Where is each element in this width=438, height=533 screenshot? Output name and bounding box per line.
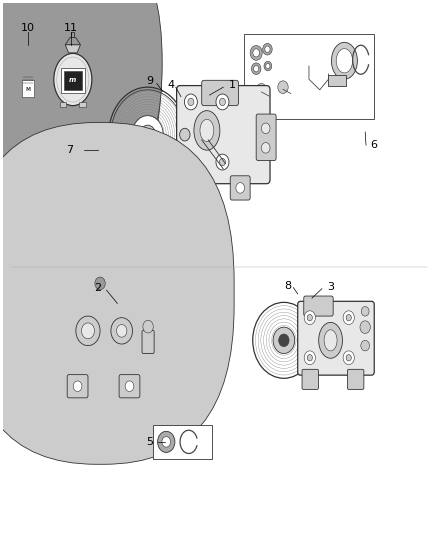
Circle shape [264,61,272,71]
Polygon shape [65,45,81,53]
Bar [244,35,374,119]
Circle shape [307,314,312,321]
Circle shape [273,327,295,353]
Text: 2: 2 [94,282,102,293]
Circle shape [256,84,267,96]
Circle shape [188,183,197,193]
Circle shape [216,154,229,170]
Circle shape [188,98,194,106]
FancyBboxPatch shape [304,296,333,316]
Circle shape [188,158,194,166]
Circle shape [360,321,371,334]
Bar [153,425,212,459]
Circle shape [95,277,105,290]
FancyBboxPatch shape [298,301,374,375]
Bar [328,75,346,86]
Circle shape [143,320,153,333]
Text: 3: 3 [327,281,334,292]
FancyBboxPatch shape [302,369,318,390]
Circle shape [162,437,170,447]
Circle shape [140,125,155,144]
Ellipse shape [200,119,214,141]
Circle shape [254,66,259,72]
Circle shape [361,341,370,351]
FancyBboxPatch shape [67,375,88,398]
Circle shape [304,311,315,325]
FancyBboxPatch shape [177,86,270,184]
Ellipse shape [332,42,357,79]
Circle shape [261,142,270,153]
Ellipse shape [324,330,337,351]
Polygon shape [65,37,81,45]
Circle shape [184,154,198,170]
FancyBboxPatch shape [202,80,238,106]
Bar [21,80,34,98]
Circle shape [76,316,100,345]
Circle shape [279,334,289,346]
Circle shape [253,49,260,57]
FancyBboxPatch shape [64,296,149,382]
Bar [60,102,66,107]
Circle shape [261,123,270,134]
Ellipse shape [54,53,92,106]
Circle shape [17,321,45,354]
FancyBboxPatch shape [183,176,202,200]
Circle shape [250,45,262,60]
Ellipse shape [336,49,353,73]
Circle shape [236,183,244,193]
Text: 5: 5 [146,437,153,447]
Text: 8: 8 [284,281,291,291]
Circle shape [117,325,127,337]
Circle shape [184,94,198,110]
Bar [64,71,82,90]
Bar [79,102,86,107]
FancyBboxPatch shape [119,375,140,398]
Text: 1: 1 [229,79,236,90]
Bar [61,68,85,93]
FancyBboxPatch shape [0,0,161,234]
Text: 10: 10 [21,23,35,33]
Circle shape [125,381,134,392]
Circle shape [111,318,133,344]
Circle shape [343,351,354,365]
Circle shape [343,311,354,325]
Circle shape [180,128,190,141]
Circle shape [263,43,272,55]
FancyBboxPatch shape [18,74,37,109]
Circle shape [361,306,369,316]
Circle shape [73,381,82,392]
FancyBboxPatch shape [0,0,162,223]
Circle shape [346,314,351,321]
FancyBboxPatch shape [230,176,250,200]
Circle shape [216,94,229,110]
Circle shape [219,98,226,106]
Circle shape [132,116,163,154]
Circle shape [219,158,226,166]
Circle shape [145,131,151,139]
Text: M: M [25,87,30,92]
Text: 7: 7 [66,146,74,156]
Circle shape [251,63,261,75]
FancyBboxPatch shape [256,114,276,160]
FancyBboxPatch shape [0,123,234,464]
Circle shape [307,354,312,361]
Circle shape [158,431,175,453]
Ellipse shape [319,322,343,358]
Bar [71,31,74,37]
FancyBboxPatch shape [142,330,154,353]
Ellipse shape [194,111,220,150]
Circle shape [265,46,270,52]
Text: 6: 6 [370,140,377,150]
Circle shape [346,354,351,361]
Text: 9: 9 [146,76,153,86]
Text: m: m [69,77,77,83]
Text: 11: 11 [64,23,78,33]
Text: 4: 4 [167,79,174,90]
Circle shape [266,63,270,69]
Circle shape [304,351,315,365]
Circle shape [81,323,95,339]
Circle shape [25,330,37,345]
Circle shape [278,81,288,93]
FancyBboxPatch shape [347,369,364,390]
